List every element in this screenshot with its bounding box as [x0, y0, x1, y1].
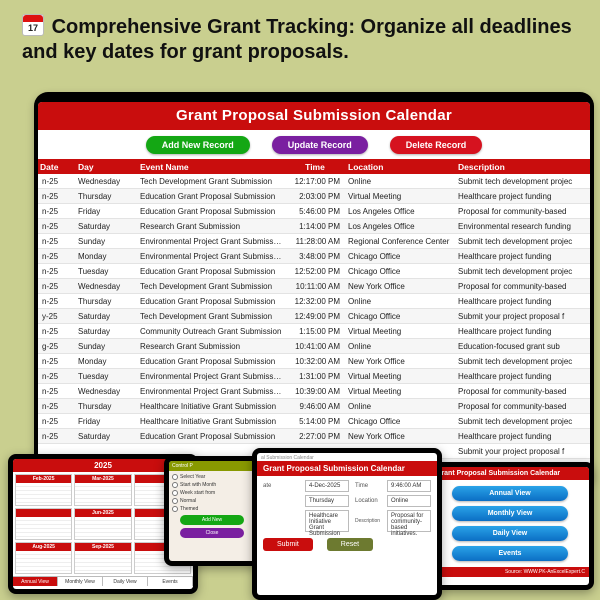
- date-field[interactable]: 4-Dec-2025: [305, 480, 349, 492]
- description-label: Description: [355, 518, 381, 524]
- col-desc: Description: [454, 159, 590, 174]
- calendar-month[interactable]: [15, 508, 72, 540]
- laptop-main: Grant Proposal Submission Calendar Add N…: [34, 92, 594, 482]
- calendar-month[interactable]: Mar-2025: [74, 474, 131, 506]
- control-option[interactable]: Start with Month: [172, 482, 252, 488]
- calendar-month[interactable]: Feb-2025: [15, 474, 72, 506]
- nav-button[interactable]: Monthly View: [452, 506, 569, 521]
- delete-record-button[interactable]: Delete Record: [390, 136, 483, 154]
- time-field[interactable]: 9:46:00 AM: [387, 480, 431, 492]
- calendar-icon: [22, 14, 44, 36]
- table-row[interactable]: n-25FridayEducation Grant Proposal Submi…: [38, 204, 590, 219]
- app-title: Grant Proposal Submission Calendar: [38, 102, 590, 130]
- table-row[interactable]: g-25SundayResearch Grant Submission10:41…: [38, 339, 590, 354]
- table-row[interactable]: y-25SaturdayTech Development Grant Submi…: [38, 309, 590, 324]
- calendar-tab[interactable]: Annual View: [13, 577, 58, 586]
- location-label: Location: [355, 498, 381, 504]
- form-subtitle: al Submission Calendar: [257, 453, 437, 461]
- col-date: Date: [38, 159, 74, 174]
- table-body: n-25WednesdayTech Development Grant Subm…: [38, 174, 590, 474]
- table-row[interactable]: n-25FridayHealthcare Initiative Grant Su…: [38, 414, 590, 429]
- control-option[interactable]: Select Year: [172, 474, 252, 480]
- table-row[interactable]: n-25ThursdayEducation Grant Proposal Sub…: [38, 294, 590, 309]
- control-panel-body: Select Year Start with Month Week start …: [169, 471, 255, 541]
- calendar-tabs: Annual ViewMonthly ViewDaily ViewEvents: [13, 576, 193, 586]
- calendar-month[interactable]: Sep-2025: [74, 542, 131, 574]
- nav-button[interactable]: Daily View: [452, 526, 569, 541]
- table-row[interactable]: n-25ThursdayEducation Grant Proposal Sub…: [38, 189, 590, 204]
- calendar-month[interactable]: Aug-2025: [15, 542, 72, 574]
- thumbnail-form: al Submission Calendar Grant Proposal Su…: [252, 448, 442, 600]
- col-day: Day: [74, 159, 136, 174]
- calendar-tab[interactable]: Daily View: [103, 577, 148, 586]
- table-row[interactable]: n-25MondayEnvironmental Project Grant Su…: [38, 249, 590, 264]
- col-time: Time: [286, 159, 344, 174]
- col-loc: Location: [344, 159, 454, 174]
- table-row[interactable]: n-25SaturdayEducation Grant Proposal Sub…: [38, 429, 590, 444]
- submit-button[interactable]: Submit: [263, 538, 313, 551]
- table-row[interactable]: n-25SundayEnvironmental Project Grant Su…: [38, 234, 590, 249]
- control-panel-title: Control P: [169, 461, 255, 471]
- time-label: Time: [355, 483, 381, 489]
- nav-title: Grant Proposal Submission Calendar: [431, 467, 589, 480]
- table-row[interactable]: n-25SaturdayCommunity Outreach Grant Sub…: [38, 324, 590, 339]
- calendar-month[interactable]: Jun-2025: [74, 508, 131, 540]
- control-close-button[interactable]: Close: [180, 528, 244, 538]
- nav-button[interactable]: Annual View: [452, 486, 569, 501]
- form-title: Grant Proposal Submission Calendar: [257, 461, 437, 476]
- control-option[interactable]: Normal: [172, 498, 252, 504]
- toolbar: Add New Record Update Record Delete Reco…: [38, 130, 590, 159]
- nav-button[interactable]: Events: [452, 546, 569, 561]
- date-label: ate: [263, 483, 299, 489]
- form-body: ate 4-Dec-2025 Time 9:46:00 AM Thursday …: [257, 476, 437, 555]
- table-row[interactable]: n-25WednesdayTech Development Grant Subm…: [38, 279, 590, 294]
- thumbnail-nav: Grant Proposal Submission Calendar Annua…: [426, 462, 594, 590]
- table-row[interactable]: n-25WednesdayEnvironmental Project Grant…: [38, 384, 590, 399]
- table-row[interactable]: n-25SaturdayResearch Grant Submission1:1…: [38, 219, 590, 234]
- reset-button[interactable]: Reset: [327, 538, 373, 551]
- table-row[interactable]: n-25ThursdayHealthcare Initiative Grant …: [38, 399, 590, 414]
- table-row[interactable]: n-25TuesdayEnvironmental Project Grant S…: [38, 369, 590, 384]
- day-field[interactable]: Thursday: [305, 495, 349, 507]
- update-record-button[interactable]: Update Record: [272, 136, 368, 154]
- nav-body: Annual View Monthly View Daily View Events: [431, 480, 589, 567]
- hero-text: Comprehensive Grant Tracking: Organize a…: [22, 16, 572, 63]
- table-row[interactable]: n-25TuesdayEducation Grant Proposal Subm…: [38, 264, 590, 279]
- nav-source: Source: WWW.PK-AnExcelExpert.C: [431, 567, 589, 577]
- control-option[interactable]: Week start from: [172, 490, 252, 496]
- event-field[interactable]: Healthcare Initiative Grant Submission: [305, 510, 349, 532]
- table-header: Date Day Event Name Time Location Descri…: [38, 159, 590, 174]
- thumbnail-control-panel: Control P Select Year Start with Month W…: [164, 456, 260, 566]
- calendar-tab[interactable]: Monthly View: [58, 577, 103, 586]
- table-row[interactable]: n-25MondayEducation Grant Proposal Submi…: [38, 354, 590, 369]
- col-event: Event Name: [136, 159, 286, 174]
- add-record-button[interactable]: Add New Record: [146, 136, 250, 154]
- calendar-tab[interactable]: Events: [148, 577, 193, 586]
- table-row[interactable]: n-25WednesdayTech Development Grant Subm…: [38, 174, 590, 189]
- control-add-button[interactable]: Add New: [180, 515, 244, 525]
- location-field[interactable]: Online: [387, 495, 431, 507]
- hero-heading: Comprehensive Grant Tracking: Organize a…: [22, 14, 578, 65]
- description-field[interactable]: Proposal for community-based initiatives…: [387, 510, 431, 532]
- control-option[interactable]: Themed: [172, 506, 252, 512]
- app-window: Grant Proposal Submission Calendar Add N…: [38, 102, 590, 478]
